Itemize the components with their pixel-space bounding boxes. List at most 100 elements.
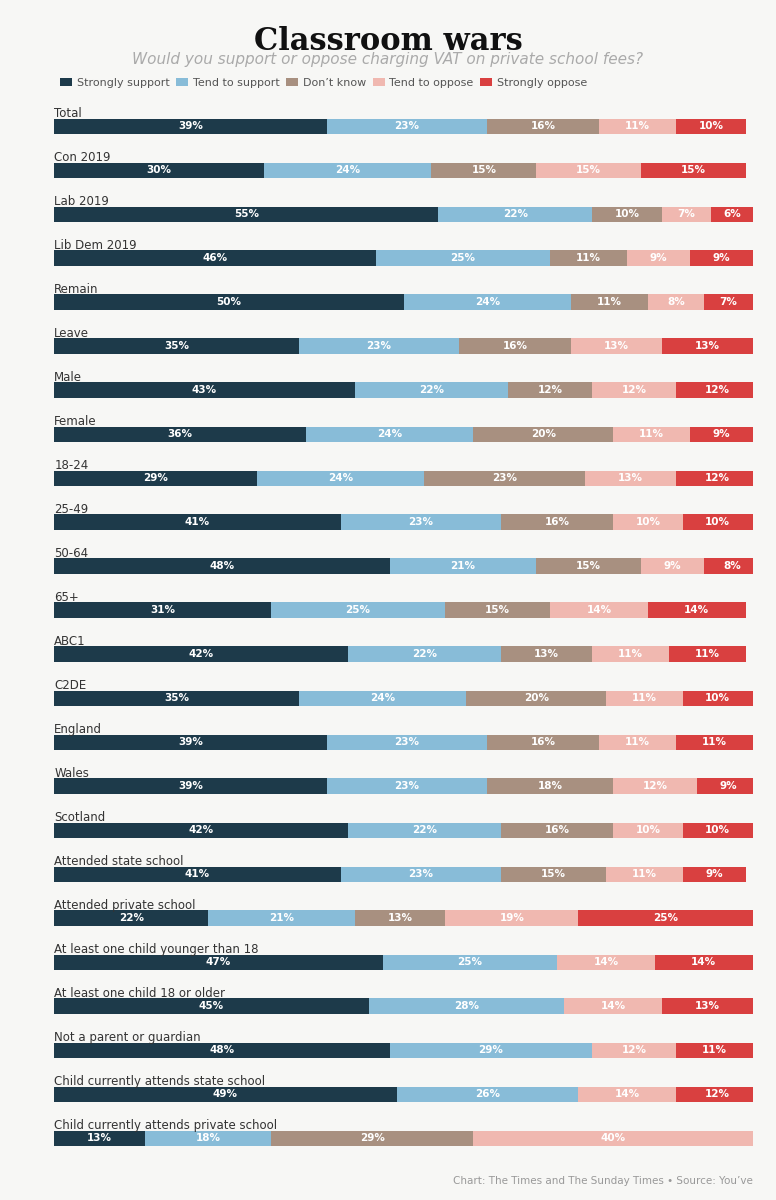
Text: Would you support or oppose charging VAT on private school fees?: Would you support or oppose charging VAT… bbox=[133, 52, 643, 67]
Text: 15%: 15% bbox=[485, 605, 511, 616]
Text: 20%: 20% bbox=[524, 694, 549, 703]
Bar bbox=[54, 866, 341, 882]
Bar bbox=[54, 954, 383, 970]
Bar bbox=[257, 470, 424, 486]
Bar bbox=[431, 162, 536, 178]
Bar bbox=[299, 338, 459, 354]
Text: 42%: 42% bbox=[189, 826, 213, 835]
Text: Con 2019: Con 2019 bbox=[54, 151, 111, 164]
Text: 35%: 35% bbox=[164, 694, 189, 703]
Text: 29%: 29% bbox=[478, 1045, 504, 1055]
Text: 14%: 14% bbox=[691, 958, 716, 967]
Text: Lab 2019: Lab 2019 bbox=[54, 194, 109, 208]
Bar bbox=[54, 251, 376, 265]
Bar bbox=[54, 998, 369, 1014]
Bar bbox=[54, 1043, 390, 1057]
Bar bbox=[355, 383, 508, 397]
Text: Wales: Wales bbox=[54, 767, 89, 780]
Text: 7%: 7% bbox=[719, 298, 737, 307]
Bar bbox=[501, 822, 613, 838]
Bar bbox=[592, 383, 676, 397]
Text: 42%: 42% bbox=[189, 649, 213, 659]
Bar bbox=[690, 426, 753, 442]
Text: 11%: 11% bbox=[639, 430, 664, 439]
Bar bbox=[676, 734, 753, 750]
Bar bbox=[369, 998, 564, 1014]
Bar bbox=[473, 1130, 753, 1146]
Text: Attended private school: Attended private school bbox=[54, 899, 196, 912]
Text: C2DE: C2DE bbox=[54, 679, 87, 692]
Text: 9%: 9% bbox=[705, 869, 723, 880]
Text: 23%: 23% bbox=[394, 781, 420, 791]
Bar bbox=[376, 251, 550, 265]
Bar bbox=[550, 251, 627, 265]
Text: Male: Male bbox=[54, 371, 82, 384]
Text: 18-24: 18-24 bbox=[54, 458, 88, 472]
Text: 50%: 50% bbox=[217, 298, 241, 307]
Bar bbox=[676, 383, 760, 397]
Bar bbox=[585, 470, 676, 486]
Bar bbox=[54, 515, 341, 529]
Text: 11%: 11% bbox=[632, 869, 657, 880]
Bar bbox=[683, 822, 753, 838]
Text: 36%: 36% bbox=[168, 430, 192, 439]
Text: 28%: 28% bbox=[454, 1001, 479, 1012]
Bar bbox=[683, 515, 753, 529]
Text: 9%: 9% bbox=[719, 781, 737, 791]
Text: 10%: 10% bbox=[636, 826, 660, 835]
Bar bbox=[271, 1130, 473, 1146]
Text: 10%: 10% bbox=[705, 826, 730, 835]
Text: 12%: 12% bbox=[705, 385, 730, 395]
Bar bbox=[306, 426, 473, 442]
Text: 23%: 23% bbox=[394, 737, 420, 748]
Bar bbox=[690, 251, 753, 265]
Bar bbox=[641, 558, 704, 574]
Text: 14%: 14% bbox=[684, 605, 709, 616]
Bar bbox=[341, 866, 501, 882]
Bar bbox=[578, 911, 753, 925]
Bar bbox=[445, 911, 578, 925]
Text: 43%: 43% bbox=[192, 385, 217, 395]
Bar bbox=[599, 734, 676, 750]
Bar bbox=[341, 515, 501, 529]
Bar bbox=[606, 866, 683, 882]
Bar bbox=[54, 911, 208, 925]
Text: 16%: 16% bbox=[531, 121, 556, 131]
Text: Child currently attends private school: Child currently attends private school bbox=[54, 1118, 278, 1132]
Text: 22%: 22% bbox=[412, 649, 437, 659]
Text: 14%: 14% bbox=[594, 958, 618, 967]
Bar bbox=[662, 338, 753, 354]
Bar bbox=[704, 558, 760, 574]
Text: 13%: 13% bbox=[604, 341, 629, 352]
Bar bbox=[404, 294, 571, 310]
Text: 13%: 13% bbox=[695, 1001, 720, 1012]
Text: 11%: 11% bbox=[695, 649, 720, 659]
Text: 24%: 24% bbox=[377, 430, 402, 439]
Bar bbox=[327, 779, 487, 793]
Bar bbox=[355, 911, 445, 925]
Bar bbox=[487, 779, 613, 793]
Bar bbox=[578, 1086, 676, 1102]
Text: 15%: 15% bbox=[681, 166, 706, 175]
Bar bbox=[348, 822, 501, 838]
Bar bbox=[676, 119, 746, 133]
Text: 16%: 16% bbox=[545, 517, 570, 527]
Text: 30%: 30% bbox=[147, 166, 171, 175]
Text: Female: Female bbox=[54, 415, 97, 428]
Text: 12%: 12% bbox=[705, 1090, 730, 1099]
Bar bbox=[466, 690, 606, 706]
Text: 39%: 39% bbox=[178, 121, 203, 131]
Bar bbox=[54, 602, 271, 618]
Text: 12%: 12% bbox=[705, 473, 730, 484]
Text: 55%: 55% bbox=[234, 209, 259, 220]
Text: 16%: 16% bbox=[503, 341, 528, 352]
Text: 19%: 19% bbox=[499, 913, 525, 923]
Bar bbox=[501, 866, 606, 882]
Bar bbox=[54, 647, 348, 661]
Text: 10%: 10% bbox=[705, 694, 730, 703]
Bar bbox=[348, 647, 501, 661]
Text: 13%: 13% bbox=[618, 473, 643, 484]
Text: 12%: 12% bbox=[622, 385, 646, 395]
Bar bbox=[459, 338, 571, 354]
Bar bbox=[424, 470, 585, 486]
